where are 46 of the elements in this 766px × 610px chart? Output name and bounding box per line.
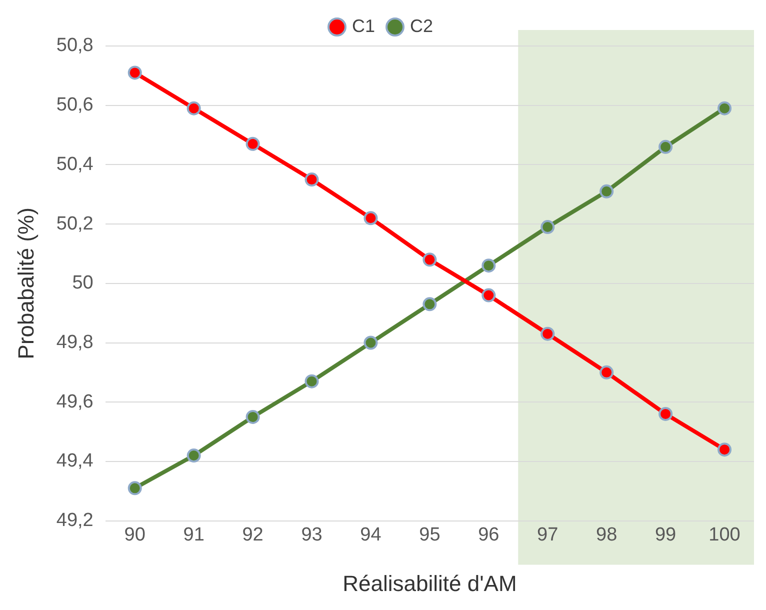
point xyxy=(718,442,732,457)
point xyxy=(600,184,614,198)
point xyxy=(540,326,555,341)
x-tick-label: 93 xyxy=(301,524,322,546)
point xyxy=(422,252,437,267)
y-tick-label: 50,2 xyxy=(56,213,94,234)
y-tick-label: 49,8 xyxy=(56,332,94,353)
x-tick-label: 98 xyxy=(596,524,618,546)
point xyxy=(658,140,673,154)
point xyxy=(600,365,614,380)
x-tick-label: 92 xyxy=(242,524,264,546)
point xyxy=(128,481,142,496)
point xyxy=(128,66,142,80)
point xyxy=(304,374,319,388)
point xyxy=(364,211,378,226)
x-tick-label: 90 xyxy=(124,524,146,546)
x-tick-label: 97 xyxy=(537,524,558,546)
x-tick-label: 100 xyxy=(708,524,740,546)
x-tick-label: 94 xyxy=(360,524,382,546)
point xyxy=(186,448,201,463)
point xyxy=(364,336,378,350)
y-tick-label: 49,4 xyxy=(56,450,94,472)
x-axis-title: Réalisabilité d'AM xyxy=(342,570,517,596)
x-tick-label: 99 xyxy=(654,524,676,546)
y-tick-label: 49,2 xyxy=(56,510,94,532)
point xyxy=(304,172,319,187)
point xyxy=(718,101,732,116)
y-tick-label: 50 xyxy=(72,272,94,294)
point xyxy=(246,136,260,151)
y-tick-label: 50,8 xyxy=(56,35,94,56)
point xyxy=(246,410,260,424)
point xyxy=(540,220,555,234)
x-tick-label: 95 xyxy=(419,524,440,546)
y-tick-label: 50,4 xyxy=(56,154,94,175)
y-axis-title: Probabalité (%) xyxy=(13,208,38,360)
x-tick-label: 96 xyxy=(478,524,500,546)
point xyxy=(482,258,496,273)
point xyxy=(186,101,201,116)
point xyxy=(482,288,496,302)
y-tick-label: 50,6 xyxy=(56,94,94,116)
point xyxy=(658,406,673,421)
legend-label: C2 xyxy=(410,16,434,36)
y-tick-label: 49,6 xyxy=(56,391,94,412)
legend-label: C1 xyxy=(352,16,376,36)
x-tick-label: 91 xyxy=(183,524,204,546)
point xyxy=(422,297,437,312)
